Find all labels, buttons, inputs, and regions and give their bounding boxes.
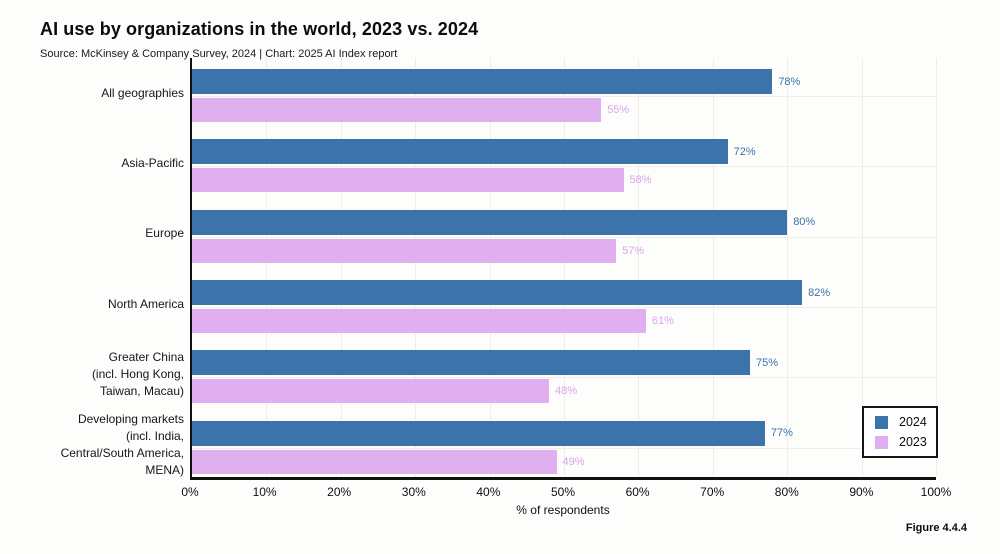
bar-value-label: 82% bbox=[808, 286, 831, 299]
bar-value-label: 72% bbox=[733, 145, 756, 158]
bar-2023 bbox=[192, 309, 646, 333]
bar-2024 bbox=[192, 420, 765, 446]
x-tick-label: 30% bbox=[401, 485, 426, 499]
bar-value-label: 80% bbox=[793, 216, 816, 229]
gridline-vertical bbox=[340, 58, 342, 477]
x-tick-label: 50% bbox=[550, 485, 576, 499]
gridline-vertical bbox=[638, 58, 640, 477]
category-label: Greater China (incl. Hong Kong, Taiwan, Ma… bbox=[0, 339, 184, 409]
bar-2024 bbox=[192, 350, 750, 376]
bar-value-label: 77% bbox=[770, 427, 793, 440]
legend-label-2024: 2024 bbox=[899, 415, 927, 429]
bar-value-label: 61% bbox=[651, 315, 674, 327]
legend-item-2024: 2024 bbox=[875, 415, 927, 429]
gridline-vertical bbox=[415, 58, 417, 477]
bar-2023 bbox=[192, 168, 624, 193]
category-label: North America bbox=[0, 269, 184, 339]
category-label-text: North America bbox=[107, 296, 184, 311]
bar-2023 bbox=[192, 238, 617, 263]
gridline-vertical bbox=[266, 58, 268, 477]
gridline-vertical bbox=[489, 58, 491, 477]
category-label-text: Developing markets (incl. India, Central/S… bbox=[60, 411, 184, 477]
chart-title: AI use by organizations in the world, 20… bbox=[40, 19, 479, 39]
gridline-vertical bbox=[787, 58, 789, 477]
x-tick-label: 70% bbox=[700, 485, 725, 499]
category-label: All geographies bbox=[0, 58, 184, 128]
plot-area: 78% 55% 72% 58% 80% 57% 82% 61% 75% 48% 77% 49% bbox=[190, 58, 937, 480]
bar-value-label: 49% bbox=[562, 455, 585, 468]
x-tick-label: 90% bbox=[849, 485, 874, 499]
gridline-horizontal bbox=[192, 307, 936, 308]
x-tick-label: 0% bbox=[181, 485, 199, 499]
bar-2024 bbox=[192, 139, 728, 165]
gridline-horizontal bbox=[192, 236, 936, 238]
legend-swatch-2024 bbox=[875, 415, 888, 429]
bar-value-label: 75% bbox=[756, 356, 779, 369]
bar-2023 bbox=[192, 379, 550, 404]
gridline-horizontal bbox=[192, 166, 936, 168]
bar-2023 bbox=[192, 98, 602, 122]
category-label-text: Europe bbox=[145, 226, 184, 241]
x-tick-label: 40% bbox=[476, 485, 501, 499]
bar-2024 bbox=[192, 69, 773, 94]
bar-value-label: 58% bbox=[629, 174, 652, 187]
category-label: Asia-Pacific bbox=[0, 128, 184, 198]
x-tick-label: 10% bbox=[252, 485, 277, 499]
legend-swatch-2023 bbox=[875, 435, 888, 449]
y-axis-labels: All geographies Asia-Pacific Europe North A… bbox=[0, 58, 184, 480]
category-label-text: All geographies bbox=[101, 85, 184, 100]
gridline-horizontal bbox=[192, 447, 936, 449]
gridline-vertical bbox=[712, 58, 714, 477]
bar-2023 bbox=[192, 449, 557, 474]
category-label-text: Asia-Pacific bbox=[121, 155, 184, 170]
category-label-text: Greater China (incl. Hong Kong, Taiwan, Ma… bbox=[91, 349, 184, 398]
legend-label-2023: 2023 bbox=[899, 435, 927, 449]
x-axis-title: % of respondents bbox=[516, 503, 610, 517]
category-label: Developing markets (incl. India, Central/S… bbox=[0, 410, 184, 480]
legend-item-2023: 2023 bbox=[875, 435, 927, 449]
bar-2024 bbox=[192, 280, 803, 305]
category-label: Europe bbox=[0, 199, 184, 269]
gridline-horizontal bbox=[192, 377, 936, 379]
bar-value-label: 78% bbox=[778, 75, 801, 88]
chart-subtitle: Source: McKinsey & Company Survey, 2024 … bbox=[40, 48, 398, 60]
x-tick-label: 20% bbox=[327, 485, 352, 499]
x-axis-ticks: 0% 10% 20% 30% 40% 50% 60% 70% 80% 90% 100% bbox=[181, 485, 951, 501]
x-tick-label: 80% bbox=[774, 485, 799, 499]
bar-value-label: 55% bbox=[607, 104, 630, 116]
bar-value-label: 48% bbox=[555, 385, 578, 398]
x-tick-label: 100% bbox=[920, 485, 952, 499]
gridline-vertical bbox=[936, 58, 937, 477]
gridline-vertical bbox=[564, 58, 565, 477]
gridline-vertical bbox=[861, 58, 863, 477]
legend: 2024 2023 bbox=[862, 406, 938, 458]
figure-label: Figure 4.4.4 bbox=[905, 522, 967, 534]
x-tick-label: 60% bbox=[625, 485, 650, 499]
gridline-horizontal bbox=[192, 96, 936, 97]
bar-2024 bbox=[192, 209, 788, 235]
bar-value-label: 57% bbox=[622, 244, 645, 257]
